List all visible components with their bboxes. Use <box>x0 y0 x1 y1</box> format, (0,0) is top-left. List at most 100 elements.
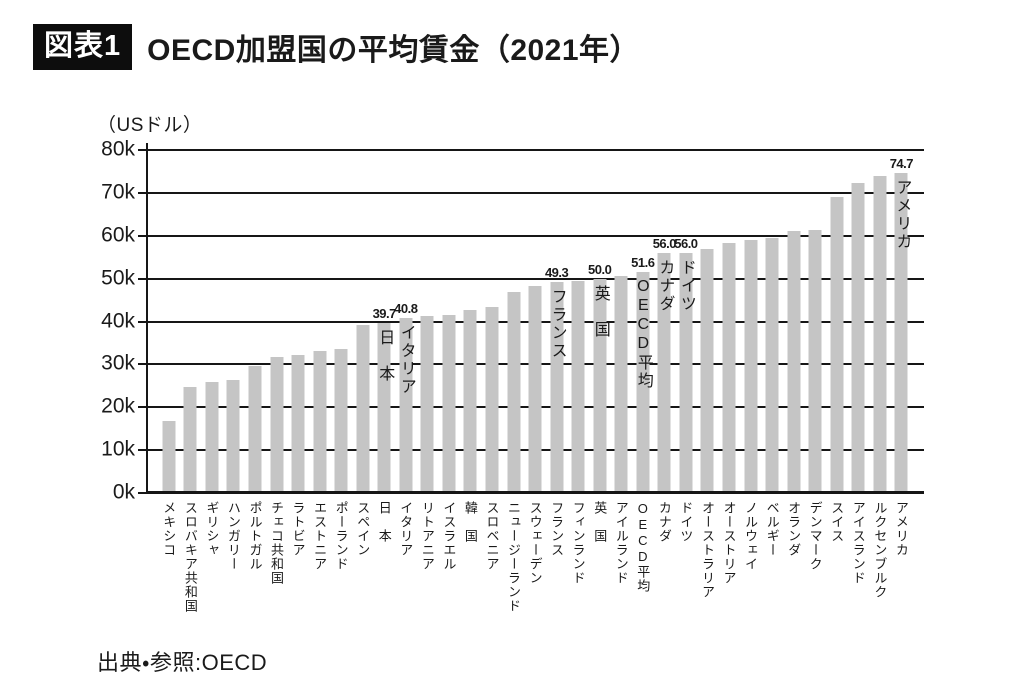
wage-bar[interactable] <box>485 306 499 493</box>
x-axis-label: ラトビア <box>290 501 306 557</box>
bar-slot <box>352 150 374 493</box>
bar-value-label: 56.0 <box>674 235 698 251</box>
y-axis-tick <box>138 363 148 366</box>
bar-slot <box>761 150 783 493</box>
bars-container: 39.7 日 本 40.8 イタリア 49.3 フランス <box>158 150 914 493</box>
wage-bar[interactable] <box>808 230 822 493</box>
wage-bar[interactable] <box>463 309 477 493</box>
x-axis-label-slot: メキシコ <box>158 501 180 691</box>
y-axis-tick <box>138 234 148 237</box>
y-axis-tick <box>138 277 148 280</box>
chart-plot-area: 39.7 日 本 40.8 イタリア 49.3 フランス <box>101 138 924 504</box>
bar-slot <box>309 150 331 493</box>
y-axis-tick-label: 70k <box>101 180 135 204</box>
x-axis-label-slot: スウェーデン <box>524 501 546 691</box>
bar-slot <box>287 150 309 493</box>
x-axis-label: スロバキア共和国 <box>182 501 198 613</box>
x-axis-label-slot: フランス <box>546 501 568 691</box>
x-axis-label-slot: ラトビア <box>287 501 309 691</box>
wage-bar[interactable] <box>399 318 413 493</box>
bar-slot <box>244 150 266 493</box>
y-axis-tick-label: 20k <box>101 394 135 418</box>
bar-slot: 51.6 OECD平均 <box>631 150 655 493</box>
wage-bar[interactable] <box>744 240 758 493</box>
wage-bar[interactable] <box>873 175 887 493</box>
wage-bar[interactable] <box>614 276 628 493</box>
x-axis-label: フランス <box>549 501 565 557</box>
bar-slot <box>697 150 719 493</box>
x-axis-label: ドイツ <box>678 501 694 543</box>
wage-bar[interactable] <box>571 281 585 493</box>
x-axis-label: オランダ <box>786 501 802 557</box>
wage-bar[interactable] <box>248 365 262 493</box>
gridline <box>148 149 924 151</box>
wage-bar[interactable] <box>507 291 521 493</box>
x-axis-label: リトアニア <box>419 501 435 571</box>
bar-slot <box>869 150 891 493</box>
wage-bar[interactable] <box>851 183 865 493</box>
x-axis-label: カナダ <box>656 501 672 543</box>
wage-bar[interactable] <box>700 248 714 493</box>
wage-bar[interactable] <box>657 252 671 493</box>
wage-bar[interactable] <box>270 357 283 493</box>
x-axis-label: フィンランド <box>570 501 586 585</box>
wage-bar[interactable] <box>679 252 693 493</box>
wage-bar[interactable] <box>334 348 348 493</box>
x-axis-label: オーストリア <box>721 501 737 585</box>
x-axis-label-slot: スイス <box>826 501 848 691</box>
bar-slot: 50.0 英 国 <box>588 150 612 493</box>
x-axis-label: ギリシャ <box>204 501 220 557</box>
x-axis-label: メキシコ <box>161 501 177 557</box>
bar-slot <box>848 150 870 493</box>
bar-value-label: 50.0 <box>588 261 612 277</box>
wage-bar[interactable] <box>722 242 736 493</box>
y-axis-tick <box>138 149 148 151</box>
x-axis-label-slot: スペイン <box>352 501 374 691</box>
wage-bar[interactable] <box>636 271 650 493</box>
x-axis-label-slot: 韓 国 <box>460 501 482 691</box>
x-axis-label-slot: ルクセンブルク <box>869 501 891 691</box>
y-axis-tick-label: 60k <box>101 223 135 247</box>
bar-slot <box>330 150 352 493</box>
x-axis-label-slot: ハンガリー <box>223 501 245 691</box>
x-axis-label-slot: オーストラリア <box>697 501 719 691</box>
wage-bar[interactable] <box>787 231 801 493</box>
x-axis-labels-row: メキシコ スロバキア共和国 ギリシャ ハンガリー ポルトガル チェコ共和国 ラトビア エストニ… <box>158 501 912 691</box>
wage-bar[interactable] <box>528 286 542 493</box>
y-axis-tick-label: 80k <box>101 137 135 161</box>
wage-bar[interactable] <box>550 281 564 493</box>
wage-bar[interactable] <box>183 387 197 493</box>
y-axis-tick <box>138 406 148 409</box>
x-axis-label-slot: アイルランド <box>610 501 632 691</box>
bar-slot <box>804 150 826 493</box>
bar-slot <box>438 150 460 493</box>
x-axis-label: チェコ共和国 <box>269 501 284 585</box>
wage-bar[interactable] <box>442 314 456 493</box>
wage-bar[interactable] <box>420 315 434 493</box>
x-axis-line <box>146 491 924 494</box>
wage-bar[interactable] <box>313 350 327 493</box>
bar-slot: 56.0 ドイツ <box>674 150 698 493</box>
bar-slot <box>201 150 223 493</box>
gridline <box>148 234 924 237</box>
wage-bar[interactable] <box>593 278 607 493</box>
x-axis-label-slot: スロベニア <box>481 501 503 691</box>
y-axis-tick <box>138 191 148 194</box>
gridline <box>148 191 924 194</box>
bar-country-label: カナダ <box>656 258 674 313</box>
wage-bar[interactable] <box>765 237 779 493</box>
wage-bar[interactable] <box>377 322 391 493</box>
x-axis-label-slot: ドイツ <box>675 501 697 691</box>
wage-bar[interactable] <box>894 172 908 493</box>
x-axis-label-slot: フィンランド <box>567 501 589 691</box>
wage-bar[interactable] <box>830 197 844 493</box>
wage-bar[interactable] <box>291 354 305 493</box>
wage-bar[interactable] <box>162 421 176 493</box>
x-axis-label-slot: オーストリア <box>718 501 740 691</box>
wage-bar[interactable] <box>205 381 219 493</box>
x-axis-label-slot: ポーランド <box>330 501 352 691</box>
x-axis-label: ルクセンブルク <box>872 501 888 599</box>
wage-bar[interactable] <box>356 324 370 493</box>
wage-bar[interactable] <box>226 379 240 493</box>
bar-slot <box>266 150 288 493</box>
